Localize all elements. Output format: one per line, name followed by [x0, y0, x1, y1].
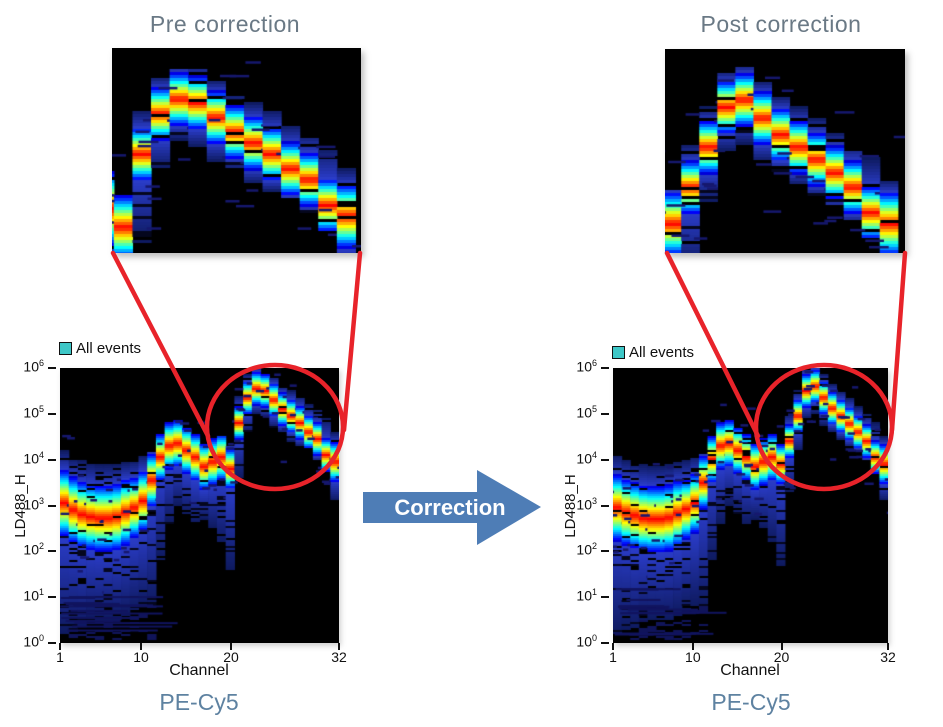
pre-zoom-inset-plot: [112, 48, 361, 253]
y-tick-label: 105: [576, 403, 597, 421]
y-tick-mark: [48, 458, 56, 461]
y-tick-mark: [601, 367, 609, 369]
y-tick-mark: [48, 367, 56, 369]
x-tick-label: 20: [223, 649, 239, 665]
y-tick-mark: [48, 596, 56, 599]
x-tick-mark: [59, 643, 61, 650]
x-tick-mark: [887, 643, 889, 650]
post-x-axis-label: Channel: [720, 662, 780, 679]
post-stain-label: PE-Cy5: [711, 689, 791, 715]
y-tick-label: 102: [23, 541, 44, 558]
y-tick-label: 101: [23, 587, 44, 604]
x-tick-label: 32: [880, 649, 896, 665]
x-tick-label: 10: [133, 649, 149, 665]
x-tick-mark: [612, 643, 614, 650]
pre-stain-label: PE-Cy5: [159, 689, 239, 715]
y-tick-label: 104: [23, 449, 44, 467]
x-tick-mark: [691, 643, 694, 650]
y-tick-mark: [48, 504, 56, 507]
all-events-swatch: [59, 342, 72, 355]
y-tick-label: 105: [23, 403, 44, 421]
all-events-swatch: [612, 346, 625, 359]
correction-arrow-label: Correction: [394, 495, 505, 520]
y-tick-label: 101: [576, 587, 597, 604]
y-tick-mark: [48, 642, 56, 644]
post-zoom-inset-plot: [665, 49, 905, 253]
pre-legend: All events: [59, 340, 141, 357]
post-legend: All events: [612, 344, 694, 361]
pre-callout-line-right: [341, 250, 363, 433]
y-tick-mark: [601, 504, 609, 507]
y-tick-label: 103: [23, 495, 44, 513]
post-panel-title: Post correction: [700, 11, 862, 37]
x-tick-label: 20: [773, 649, 790, 665]
x-tick-label: 1: [56, 649, 64, 665]
y-tick-label: 100: [576, 633, 597, 650]
y-tick-mark: [601, 412, 609, 415]
x-tick-label: 10: [685, 649, 701, 665]
post-callout-line-right: [889, 250, 908, 433]
x-tick-mark: [140, 643, 142, 650]
y-tick-label: 106: [23, 358, 44, 375]
y-tick-label: 106: [576, 358, 597, 375]
y-tick-mark: [601, 458, 609, 461]
all-events-label: All events: [76, 340, 142, 357]
correction-arrow: Correction: [363, 470, 541, 545]
pre-panel-title: Pre correction: [149, 11, 301, 37]
x-tick-mark: [780, 643, 783, 650]
all-events-label: All events: [629, 344, 695, 361]
x-tick-label: 1: [609, 649, 617, 665]
y-tick-label: 104: [576, 449, 597, 467]
x-tick-mark: [230, 643, 232, 650]
post-density-plot: [613, 368, 888, 643]
y-tick-mark: [48, 412, 56, 415]
y-tick-label: 103: [576, 495, 597, 513]
y-tick-label: 100: [23, 633, 44, 650]
x-tick-label: 32: [331, 649, 347, 665]
y-tick-label: 102: [576, 541, 597, 558]
y-tick-mark: [601, 596, 609, 599]
y-tick-mark: [48, 550, 56, 553]
pre-x-axis-label: Channel: [169, 662, 229, 679]
y-tick-mark: [601, 550, 609, 553]
arrow-shape: [363, 470, 541, 545]
y-tick-mark: [601, 642, 609, 644]
pre-density-plot: [60, 368, 339, 643]
x-tick-mark: [338, 643, 340, 650]
